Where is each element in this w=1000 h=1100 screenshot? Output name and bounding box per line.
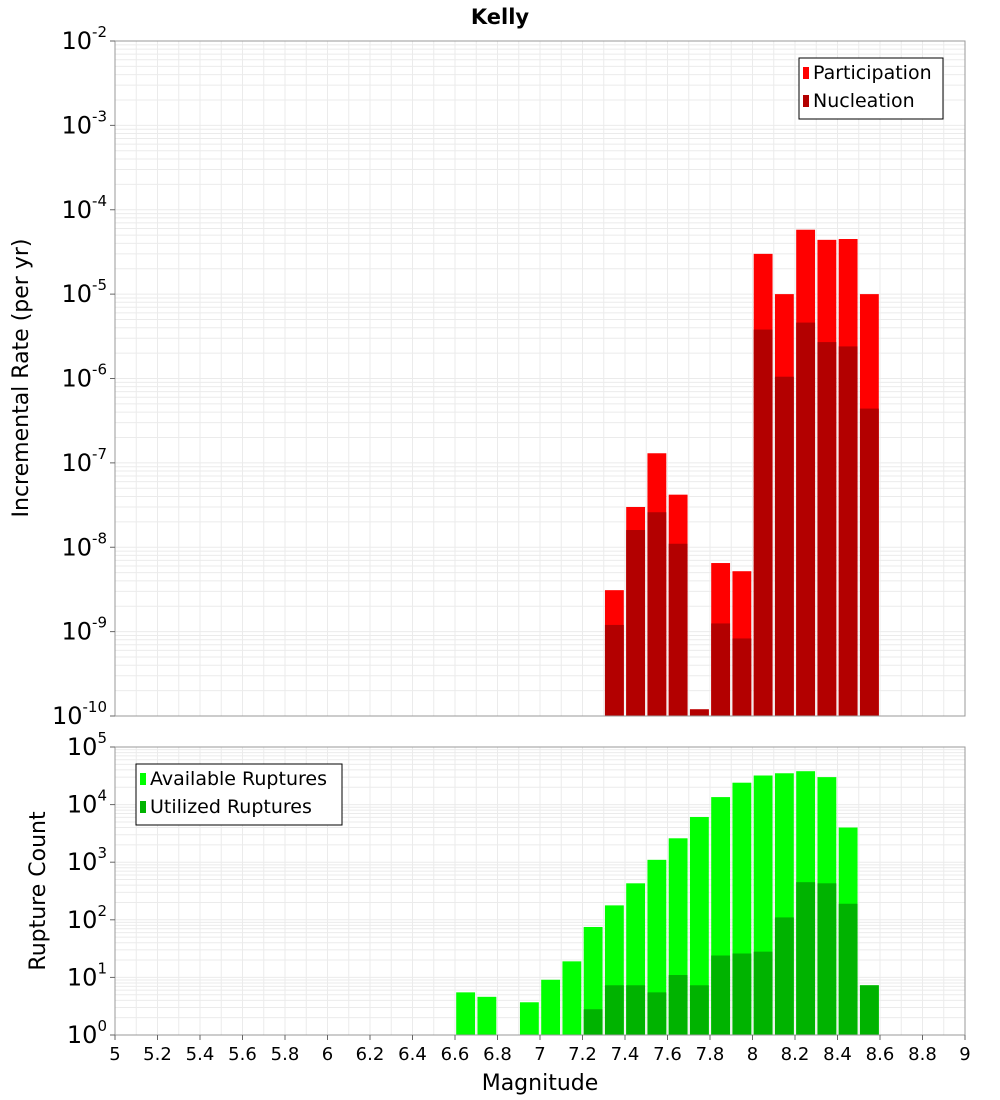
count-bar-utilized-ruptures bbox=[583, 1009, 603, 1035]
count-bar-utilized-ruptures bbox=[838, 903, 858, 1035]
x-tick-label: 7.4 bbox=[611, 1044, 640, 1065]
rate-bar-nucleation bbox=[668, 543, 688, 716]
rate-y-tick-label: 10-9 bbox=[61, 614, 107, 646]
count-legend-swatch bbox=[140, 773, 146, 785]
count-bar-utilized-ruptures bbox=[689, 985, 709, 1035]
count-bar-utilized-ruptures bbox=[732, 953, 752, 1035]
count-bar-utilized-ruptures bbox=[668, 975, 688, 1035]
rate-legend-label: Participation bbox=[813, 62, 932, 84]
count-panel: 105 104 103 102 101 100 5 5.2 5.4 5.6 5.8 6 6.2 6.4 6… bbox=[26, 729, 971, 1096]
x-tick-label: 8.2 bbox=[781, 1044, 810, 1065]
count-bar-available-ruptures bbox=[456, 992, 476, 1035]
x-tick-label: 5 bbox=[109, 1044, 120, 1065]
rate-bar-nucleation bbox=[796, 322, 816, 716]
rate-y-tick-label: 10-3 bbox=[61, 107, 107, 139]
rate-grid bbox=[114, 41, 966, 717]
x-tick-label: 5.8 bbox=[271, 1044, 300, 1065]
rate-bar-nucleation bbox=[838, 346, 858, 716]
x-tick-label: 7 bbox=[534, 1044, 545, 1065]
x-tick-label: 6 bbox=[322, 1044, 333, 1065]
rate-legend-swatch bbox=[803, 95, 809, 107]
x-tick-label: 8 bbox=[747, 1044, 758, 1065]
rate-y-tick-label: 10-5 bbox=[61, 276, 107, 308]
rate-panel: 10-2 10-3 10-4 10-5 10-6 10-7 10-8 10-9 10-10 In… bbox=[9, 23, 966, 730]
rate-bar-nucleation bbox=[774, 376, 794, 716]
count-bar-available-ruptures bbox=[689, 816, 709, 1035]
rate-bar-nucleation bbox=[817, 342, 837, 716]
count-bar-utilized-ruptures bbox=[817, 883, 837, 1035]
x-tick-label: 7.8 bbox=[696, 1044, 725, 1065]
rate-bar-nucleation bbox=[604, 624, 624, 716]
rate-bar-nucleation bbox=[689, 709, 709, 716]
count-y-tick-label: 102 bbox=[67, 902, 107, 934]
x-tick-label: 8.8 bbox=[908, 1044, 937, 1065]
count-bar-utilized-ruptures bbox=[711, 955, 731, 1035]
count-legend-label: Available Ruptures bbox=[150, 768, 327, 790]
rate-legend: Participation Nucleation bbox=[798, 57, 944, 120]
count-y-tick-label: 103 bbox=[67, 844, 107, 876]
rate-y-axis-label: Incremental Rate (per yr) bbox=[9, 239, 34, 518]
count-legend: Available Ruptures Utilized Ruptures bbox=[135, 763, 343, 826]
count-bar-available-ruptures bbox=[562, 961, 582, 1035]
count-bar-available-ruptures bbox=[647, 859, 667, 1035]
x-tick-label: 5.4 bbox=[186, 1044, 215, 1065]
rate-bar-nucleation bbox=[711, 623, 731, 716]
rate-legend-swatch bbox=[803, 67, 809, 79]
count-legend-swatch bbox=[140, 801, 146, 813]
x-tick-label: 8.6 bbox=[866, 1044, 895, 1065]
count-y-tick-label: 105 bbox=[67, 729, 107, 761]
rate-y-tick-label: 10-4 bbox=[61, 192, 107, 224]
x-tick-label: 6.6 bbox=[441, 1044, 470, 1065]
x-tick-label: 8.4 bbox=[823, 1044, 852, 1065]
count-y-axis-label: Rupture Count bbox=[26, 811, 51, 971]
rate-y-ticks: 10-2 10-3 10-4 10-5 10-6 10-7 10-8 10-9 10-10 bbox=[52, 23, 115, 730]
chart-title: Kelly bbox=[471, 5, 530, 29]
count-bar-utilized-ruptures bbox=[626, 985, 646, 1035]
rate-legend-label: Nucleation bbox=[813, 90, 915, 112]
x-tick-label: 5.2 bbox=[143, 1044, 172, 1065]
x-ticks: 5 5.2 5.4 5.6 5.8 6 6.2 6.4 6.6 6.8 7 7.2 7.4 7.6 7.8 8… bbox=[109, 1035, 971, 1065]
count-bar-utilized-ruptures bbox=[774, 917, 794, 1035]
rate-y-tick-label: 10-8 bbox=[61, 529, 107, 561]
rate-y-tick-label: 10-2 bbox=[61, 23, 107, 55]
x-tick-label: 7.6 bbox=[653, 1044, 682, 1065]
count-bar-available-ruptures bbox=[583, 926, 603, 1035]
rate-bar-nucleation bbox=[626, 530, 646, 716]
count-bar-utilized-ruptures bbox=[647, 992, 667, 1035]
rate-bar-nucleation bbox=[732, 638, 752, 716]
count-legend-label: Utilized Ruptures bbox=[150, 796, 312, 818]
rate-bar-nucleation bbox=[859, 408, 879, 716]
count-bar-utilized-ruptures bbox=[859, 985, 879, 1035]
count-bars bbox=[456, 771, 879, 1035]
x-tick-label: 9 bbox=[959, 1044, 970, 1065]
rate-y-tick-label: 10-7 bbox=[61, 445, 107, 477]
x-tick-label: 6.2 bbox=[356, 1044, 385, 1065]
count-bar-available-ruptures bbox=[519, 1002, 539, 1035]
count-bar-utilized-ruptures bbox=[796, 882, 816, 1035]
count-bar-utilized-ruptures bbox=[604, 985, 624, 1035]
rate-bar-nucleation bbox=[647, 512, 667, 716]
x-tick-label: 5.6 bbox=[228, 1044, 257, 1065]
rate-bar-nucleation bbox=[753, 329, 773, 716]
count-bar-available-ruptures bbox=[477, 996, 497, 1035]
count-y-tick-label: 104 bbox=[67, 787, 107, 819]
count-y-ticks: 105 104 103 102 101 100 bbox=[67, 729, 115, 1049]
x-tick-label: 6.4 bbox=[398, 1044, 427, 1065]
rate-bars bbox=[604, 229, 879, 717]
count-bar-utilized-ruptures bbox=[753, 951, 773, 1035]
x-tick-label: 7.2 bbox=[568, 1044, 597, 1065]
rate-legend-box bbox=[798, 57, 944, 120]
count-legend-box bbox=[135, 763, 343, 826]
x-axis-label: Magnitude bbox=[482, 1071, 599, 1096]
count-y-tick-label: 101 bbox=[67, 959, 107, 991]
count-y-tick-label: 100 bbox=[67, 1017, 107, 1049]
x-tick-label: 6.8 bbox=[483, 1044, 512, 1065]
rate-y-tick-label: 10-10 bbox=[52, 698, 107, 730]
rate-y-tick-label: 10-6 bbox=[61, 361, 107, 393]
count-bar-available-ruptures bbox=[541, 979, 561, 1035]
